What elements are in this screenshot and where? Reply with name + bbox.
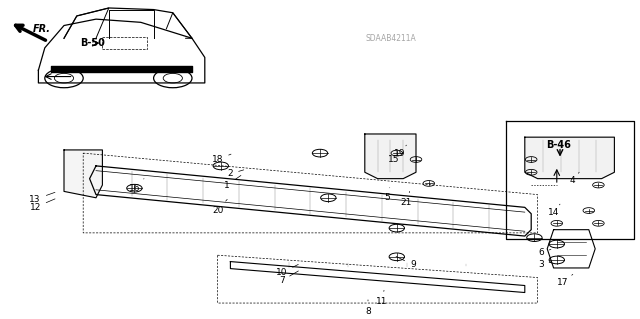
Text: 2: 2 xyxy=(228,169,244,178)
Text: 4: 4 xyxy=(570,172,579,185)
Text: FR.: FR. xyxy=(33,24,51,34)
Text: 10: 10 xyxy=(276,264,298,277)
Text: 18: 18 xyxy=(212,154,231,164)
Text: 6: 6 xyxy=(538,248,551,256)
Text: 13: 13 xyxy=(29,192,55,204)
Text: SDAAB4211A: SDAAB4211A xyxy=(365,34,416,43)
Text: 7: 7 xyxy=(279,271,298,285)
Text: 8: 8 xyxy=(365,300,371,315)
Text: 9: 9 xyxy=(396,256,415,269)
Text: 19: 19 xyxy=(394,145,406,158)
Polygon shape xyxy=(525,137,614,179)
Text: B-50: B-50 xyxy=(81,38,105,48)
Text: 17: 17 xyxy=(557,274,573,287)
Bar xyxy=(102,37,147,49)
Text: 14: 14 xyxy=(548,204,560,217)
Polygon shape xyxy=(365,134,416,179)
Text: B-46: B-46 xyxy=(547,140,571,150)
Text: 3: 3 xyxy=(538,260,551,269)
Text: 11: 11 xyxy=(376,290,388,306)
Text: 1: 1 xyxy=(225,175,241,189)
Text: 20: 20 xyxy=(212,199,227,215)
Text: 15: 15 xyxy=(388,153,403,164)
Text: 21: 21 xyxy=(401,191,412,207)
Text: 16: 16 xyxy=(129,179,144,193)
Text: 12: 12 xyxy=(29,199,55,212)
Polygon shape xyxy=(64,150,102,198)
Text: 5: 5 xyxy=(385,188,390,202)
